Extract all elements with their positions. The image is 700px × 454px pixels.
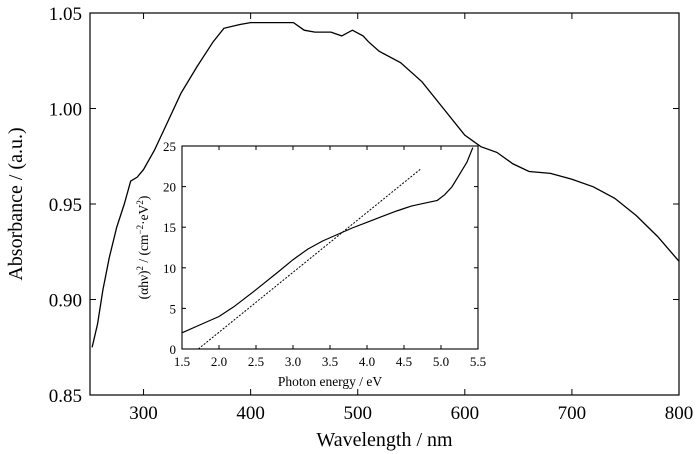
inset-x-tick-label: 1.5 bbox=[174, 354, 190, 369]
inset-y-tick-label: 10 bbox=[163, 261, 176, 276]
inset-plot-frame bbox=[181, 145, 479, 350]
main-y-tick-label: 0.95 bbox=[49, 195, 82, 216]
inset-linear-fit-line bbox=[197, 168, 422, 350]
inset-x-axis-title: Photon energy / eV bbox=[278, 374, 383, 389]
main-chart: 300 400 500 600 700 800 0.850.900.951.001.05 … bbox=[5, 4, 693, 451]
main-x-tick-label: 800 bbox=[665, 403, 694, 424]
inset-y-tick-label: 25 bbox=[163, 139, 176, 154]
inset-x-tick-label: 3.5 bbox=[322, 354, 338, 369]
inset-ylabel-part-3: ·eV bbox=[136, 204, 151, 224]
inset-x-tick-label: 4.0 bbox=[359, 354, 375, 369]
inset-chart: 1.5 2.0 2.5 3.0 3.5 4.0 4.5 5.0 5.5 0 5 10 15 20 25 P… bbox=[135, 139, 486, 389]
main-x-tick-label: 300 bbox=[129, 403, 158, 424]
inset-x-tick-label: 2.5 bbox=[248, 354, 264, 369]
main-absorbance-line bbox=[91, 21, 680, 348]
main-x-axis-title: Wavelength / nm bbox=[316, 429, 453, 451]
inset-y-tick-label: 15 bbox=[163, 220, 176, 235]
inset-ylabel-part-2: / (cm bbox=[136, 234, 151, 266]
main-y-axis-title: Absorbance / (a.u.) bbox=[5, 127, 27, 280]
inset-x-tick-label: 5.5 bbox=[470, 354, 486, 369]
inset-y-ticks: 0 5 10 15 20 25 bbox=[163, 139, 478, 357]
inset-x-tick-label: 4.5 bbox=[396, 354, 412, 369]
inset-ylabel-sup-3: 2 bbox=[135, 200, 145, 205]
inset-ylabel-sup-2: −2 bbox=[135, 225, 145, 235]
main-x-tick-label: 700 bbox=[558, 403, 587, 424]
main-y-tick-label: 0.90 bbox=[49, 291, 82, 312]
inset-y-tick-label: 0 bbox=[170, 342, 177, 357]
inset-ylabel-part-1: (αhν) bbox=[136, 270, 151, 299]
main-x-tick-label: 500 bbox=[343, 403, 372, 424]
main-y-tick-label: 1.05 bbox=[49, 4, 82, 25]
main-y-tick-label: 1.00 bbox=[49, 100, 82, 121]
inset-x-tick-label: 3.0 bbox=[285, 354, 301, 369]
inset-x-tick-label: 2.0 bbox=[211, 354, 227, 369]
inset-y-axis-title: (αhν)2 / (cm−2·eV2) bbox=[135, 196, 151, 300]
main-x-ticks: 300 400 500 600 700 800 bbox=[129, 13, 693, 424]
inset-tauc-line bbox=[181, 147, 474, 334]
inset-ylabel-part-4: ) bbox=[136, 196, 151, 201]
inset-y-tick-label: 5 bbox=[170, 301, 177, 316]
main-y-tick-label: 0.85 bbox=[49, 386, 82, 407]
inset-y-tick-label: 20 bbox=[163, 180, 176, 195]
inset-ylabel-sup-1: 2 bbox=[135, 266, 145, 271]
inset-x-tick-label: 5.0 bbox=[433, 354, 449, 369]
main-x-tick-label: 400 bbox=[236, 403, 265, 424]
inset-x-ticks: 1.5 2.0 2.5 3.0 3.5 4.0 4.5 5.0 5.5 bbox=[174, 146, 486, 369]
main-x-tick-label: 600 bbox=[451, 403, 480, 424]
main-y-ticks: 0.85 0.90 0.95 1.00 1.05 bbox=[49, 4, 679, 407]
